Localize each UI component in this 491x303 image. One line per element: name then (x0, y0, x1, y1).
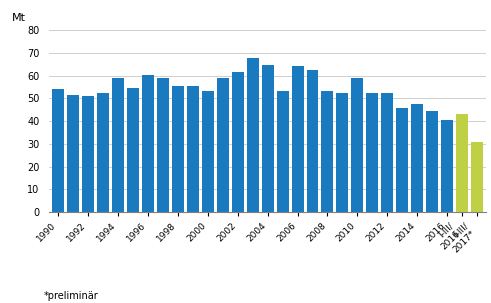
Bar (276, 91, 289, 212)
Bar (471, 142, 483, 212)
Bar (292, 65, 303, 212)
Bar (411, 104, 423, 212)
Bar (52, 89, 64, 212)
Bar (67, 95, 79, 212)
Bar (187, 86, 199, 212)
Bar (382, 93, 393, 212)
Bar (352, 78, 363, 212)
Bar (336, 93, 349, 212)
Bar (97, 93, 109, 212)
Bar (157, 78, 169, 212)
Text: *preliminär: *preliminär (44, 291, 99, 301)
Y-axis label: Mt: Mt (11, 13, 26, 23)
Bar (112, 78, 124, 212)
Bar (262, 65, 273, 212)
Bar (396, 108, 409, 212)
Bar (202, 91, 214, 212)
Bar (322, 91, 333, 212)
Bar (441, 120, 453, 212)
Bar (246, 58, 259, 212)
Bar (217, 78, 229, 212)
Bar (456, 114, 468, 212)
Bar (366, 93, 379, 212)
Bar (172, 86, 184, 212)
Bar (306, 70, 319, 212)
Bar (82, 96, 94, 212)
Bar (426, 111, 438, 212)
Bar (127, 88, 139, 212)
Bar (232, 72, 244, 212)
Bar (142, 75, 154, 212)
